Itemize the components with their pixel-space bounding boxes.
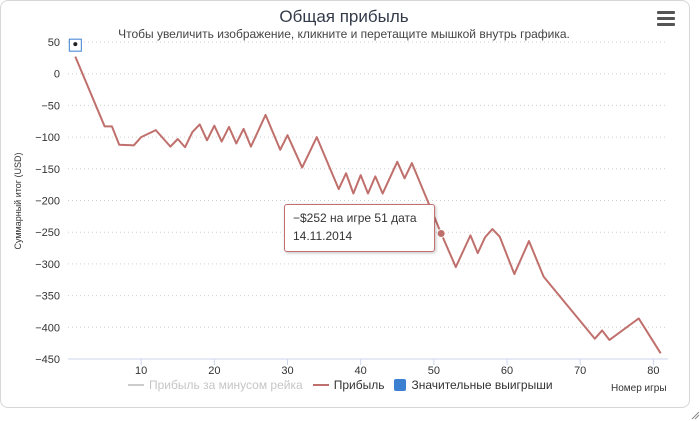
x-tick-label: 30: [281, 365, 293, 377]
x-tick-label: 10: [135, 365, 147, 377]
markers-group: [68, 38, 446, 238]
y-tick-label: −250: [35, 227, 60, 239]
y-tick-label: 50: [48, 37, 60, 49]
y-tick-label: −100: [35, 132, 60, 144]
tooltip-line1: −$252 на игре 51 дата: [293, 211, 417, 225]
x-tick-label: 50: [428, 365, 440, 377]
legend-item-net-profit[interactable]: Прибыль за минусом рейка: [128, 378, 303, 392]
series-line-profit: [74, 56, 662, 354]
chart-subtitle: Чтобы увеличить изображение, кликните и …: [118, 27, 570, 41]
legend-label-profit: Прибыль: [333, 378, 385, 392]
tooltip: −$252 на игре 51 дата 14.11.2014: [284, 204, 435, 252]
x-axis-ticks: 10 20 30 40 50 60 70 80: [135, 359, 659, 377]
x-tick-label: 80: [647, 365, 659, 377]
hamburger-menu-icon[interactable]: [657, 11, 675, 26]
x-tick-label: 20: [208, 365, 220, 377]
legend-item-big-wins[interactable]: Значительные выигрыши: [394, 378, 553, 392]
y-axis-ticks: 50 0 −50 −100 −150 −200 −250 −300 −350 −400 −450: [35, 37, 60, 366]
legend-swatch-net-profit: [128, 384, 144, 386]
y-tick-label: −350: [35, 291, 60, 303]
big-win-flag-dot: [73, 42, 78, 47]
legend-label-net-profit: Прибыль за минусом рейка: [149, 378, 303, 392]
series-group: [74, 56, 662, 354]
y-tick-label: −200: [35, 196, 60, 208]
legend-swatch-big-wins: [394, 379, 407, 391]
legend-swatch-profit: [312, 384, 329, 386]
y-tick-label: −450: [35, 354, 60, 366]
grid-lines: [68, 41, 668, 328]
highlighted-point: [436, 228, 446, 238]
y-tick-label: 0: [54, 69, 60, 81]
y-tick-label: −50: [41, 100, 60, 112]
legend-item-profit[interactable]: Прибыль: [312, 378, 385, 392]
legend-label-big-wins: Значительные выигрыши: [411, 378, 553, 392]
x-tick-label: 60: [501, 365, 513, 377]
x-axis-label: Номер игры: [611, 383, 667, 394]
tooltip-line2: 14.11.2014: [293, 229, 353, 243]
y-tick-label: −300: [35, 259, 60, 271]
legend: Прибыль за минусом рейка Прибыль Значите…: [128, 378, 563, 392]
x-tick-label: 40: [355, 365, 367, 377]
resize-handle-icon[interactable]: [690, 410, 700, 420]
chart-title: Общая прибыль: [279, 7, 409, 26]
x-tick-label: 70: [574, 365, 586, 377]
y-tick-label: −400: [35, 322, 60, 334]
y-tick-label: −150: [35, 164, 60, 176]
